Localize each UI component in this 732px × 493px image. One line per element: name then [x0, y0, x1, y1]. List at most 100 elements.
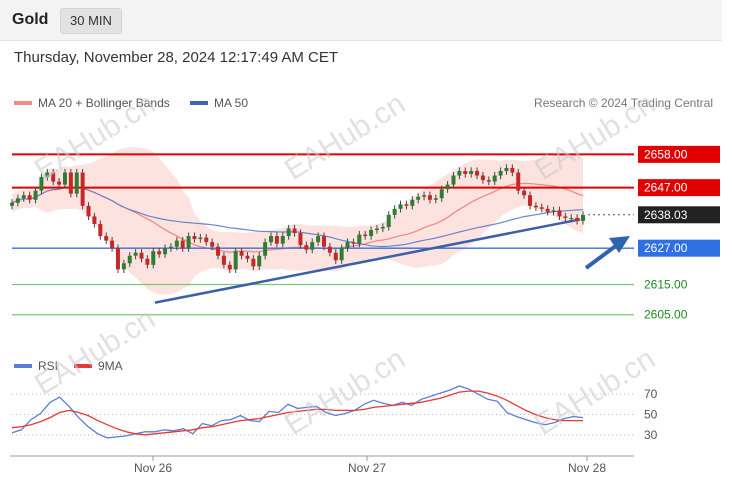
- candle-body: [374, 228, 379, 231]
- price-candle: [80, 168, 85, 210]
- candle-body: [127, 255, 132, 264]
- price-candle: [51, 168, 56, 186]
- price-candle: [292, 224, 297, 237]
- price-candle: [369, 226, 374, 240]
- level-label: 2615.00: [644, 277, 688, 291]
- price-candle: [545, 205, 550, 216]
- 9ma-swatch: [74, 364, 92, 368]
- level-label: 2605.00: [644, 308, 688, 322]
- price-candle: [327, 243, 332, 257]
- candle-body: [410, 199, 415, 206]
- level-label: 2638.03: [638, 206, 720, 224]
- price-candle: [398, 200, 403, 213]
- price-candle: [133, 249, 138, 260]
- candle-body: [398, 204, 403, 209]
- price-candle: [516, 168, 521, 195]
- price-candle: [357, 230, 362, 248]
- watermark-text: EAHub.cn: [279, 87, 411, 187]
- candle-body: [433, 198, 438, 200]
- candle-body: [528, 195, 533, 206]
- candle-body: [33, 190, 38, 200]
- price-candle: [310, 238, 315, 254]
- legend-label-ma50: MA 50: [214, 96, 249, 110]
- candle-body: [115, 248, 120, 270]
- price-candle: [45, 168, 50, 181]
- candle-body: [251, 258, 256, 267]
- candle-body: [392, 208, 397, 215]
- price-candle: [192, 232, 197, 243]
- candle-body: [569, 217, 574, 219]
- price-candle: [510, 164, 515, 177]
- candle-body: [86, 205, 91, 217]
- ma50-line: [11, 186, 584, 248]
- candle-body: [492, 175, 497, 182]
- price-candle: [68, 168, 73, 198]
- price-candle: [186, 232, 191, 252]
- price-candle: [127, 252, 132, 267]
- candle-body: [74, 172, 79, 194]
- candle-body: [516, 172, 521, 191]
- price-candle: [339, 244, 344, 264]
- research-credit: Research © 2024 Trading Central: [534, 96, 713, 110]
- candle-body: [39, 177, 44, 191]
- candle-body: [480, 175, 485, 181]
- price-candle: [404, 200, 409, 210]
- chart-datetime: Thursday, November 28, 2024 12:17:49 AM …: [14, 49, 339, 66]
- candle-body: [145, 258, 150, 265]
- level-tag-bg: [638, 239, 720, 257]
- watermark-text: EAHub.cn: [529, 342, 661, 442]
- candle-body: [404, 204, 409, 206]
- candle-body: [286, 228, 291, 237]
- rsi-tick-label: 70: [644, 387, 658, 401]
- price-candle: [551, 206, 556, 216]
- candle-body: [221, 255, 226, 265]
- candle-body: [557, 210, 562, 217]
- level-tag-bg: [638, 145, 720, 163]
- trend-line: [154, 218, 581, 304]
- price-candle: [57, 177, 62, 189]
- price-candle: [492, 171, 497, 186]
- legend-label-ma20: MA 20 + Bollinger Bands: [38, 96, 170, 110]
- price-candle: [374, 224, 379, 234]
- price-candle: [480, 171, 485, 184]
- price-candle: [427, 191, 432, 204]
- price-candle: [445, 180, 450, 193]
- candle-body: [62, 172, 67, 185]
- candle-body: [216, 246, 221, 256]
- price-candle: [392, 205, 397, 219]
- level-value: 2647.00: [644, 181, 688, 195]
- legend-label-9ma: 9MA: [98, 359, 123, 373]
- price-candle: [280, 232, 285, 248]
- price-candle: [475, 167, 480, 180]
- price-candle: [410, 196, 415, 210]
- price-candle: [257, 252, 262, 270]
- price-candle: [233, 247, 238, 273]
- candle-body: [269, 236, 274, 243]
- price-candle: [274, 232, 279, 248]
- x-tick-label: Nov 28: [568, 461, 606, 475]
- price-candle: [104, 232, 109, 245]
- candle-body: [427, 195, 432, 200]
- price-candle: [216, 243, 221, 260]
- price-candle: [121, 259, 126, 273]
- candle-body: [551, 210, 556, 212]
- candle-body: [21, 195, 26, 199]
- candle-body: [498, 171, 503, 176]
- candle-body: [522, 190, 527, 196]
- level-label: 2647.00: [638, 179, 720, 197]
- level-value: 2615.00: [644, 277, 688, 291]
- price-candle: [27, 191, 32, 204]
- candle-body: [292, 228, 297, 234]
- timeframe-badge[interactable]: 30 MIN: [60, 8, 122, 34]
- price-candle: [86, 202, 91, 221]
- price-candle: [316, 232, 321, 246]
- candle-body: [15, 198, 20, 203]
- candle-body: [363, 234, 368, 237]
- candle-body: [475, 171, 480, 176]
- price-candle: [380, 223, 385, 233]
- candle-body: [445, 184, 450, 190]
- candle-body: [369, 230, 374, 237]
- price-candle: [168, 243, 173, 252]
- price-candle: [528, 191, 533, 210]
